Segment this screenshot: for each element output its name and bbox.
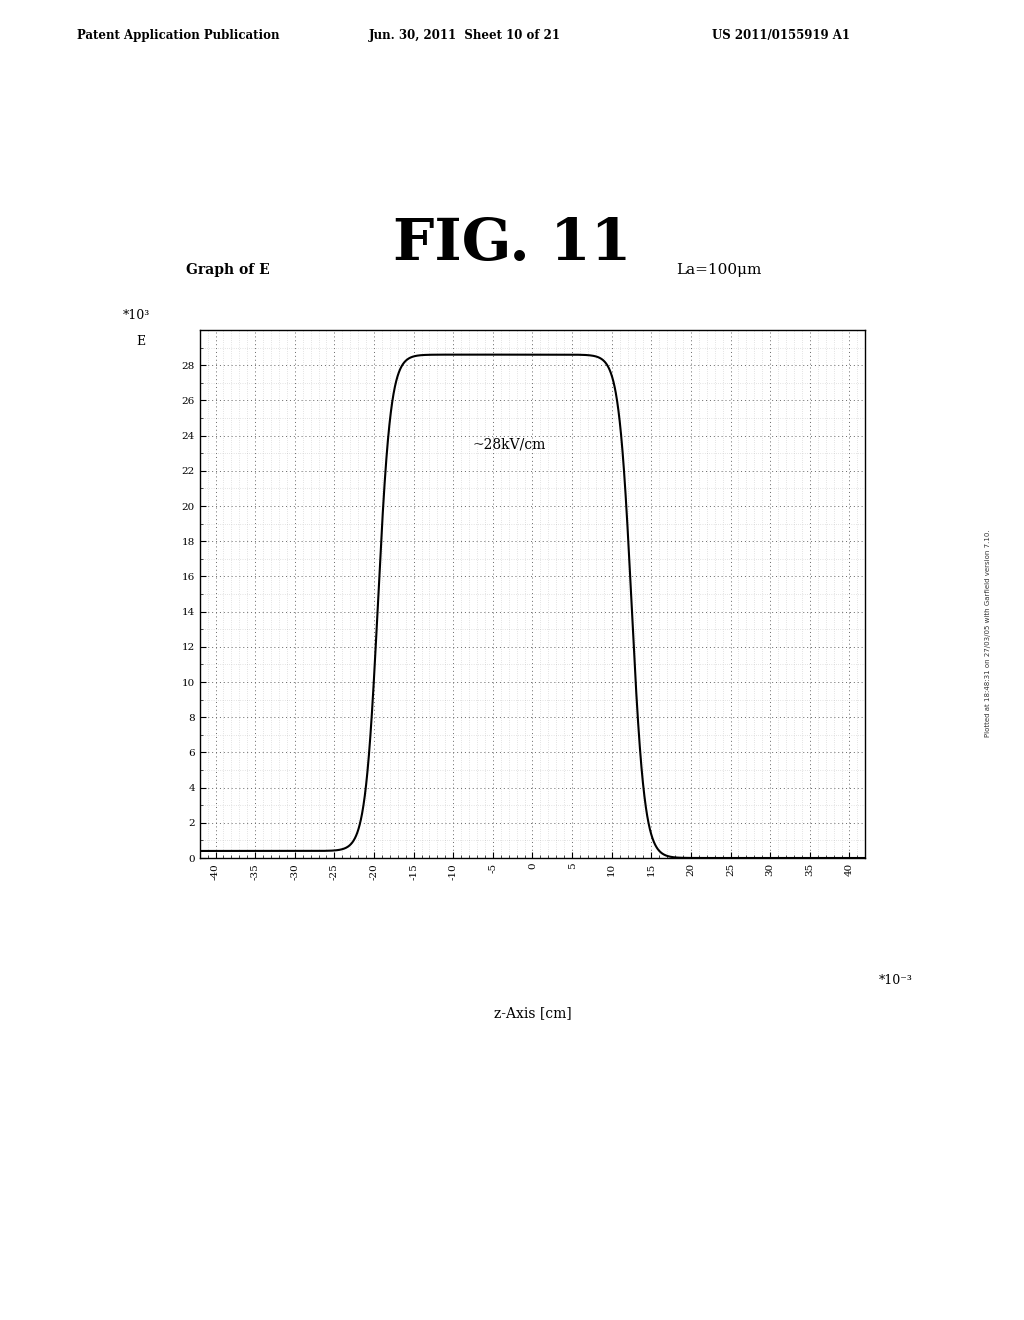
Text: E: E (136, 335, 145, 348)
Text: z-Axis [cm]: z-Axis [cm] (494, 1006, 571, 1020)
Text: Jun. 30, 2011  Sheet 10 of 21: Jun. 30, 2011 Sheet 10 of 21 (369, 29, 561, 42)
Text: ~28kV/cm: ~28kV/cm (472, 437, 546, 451)
Text: US 2011/0155919 A1: US 2011/0155919 A1 (712, 29, 850, 42)
Text: Graph of E: Graph of E (186, 263, 270, 277)
Text: *10⁻³: *10⁻³ (879, 974, 912, 987)
Text: *10³: *10³ (123, 309, 151, 322)
Text: Plotted at 18:48:31 on 27/03/05 with Garfield version 7.10.: Plotted at 18:48:31 on 27/03/05 with Gar… (985, 529, 991, 738)
Text: La=100μm: La=100μm (676, 263, 762, 277)
Text: FIG. 11: FIG. 11 (393, 216, 631, 272)
Text: Patent Application Publication: Patent Application Publication (77, 29, 280, 42)
